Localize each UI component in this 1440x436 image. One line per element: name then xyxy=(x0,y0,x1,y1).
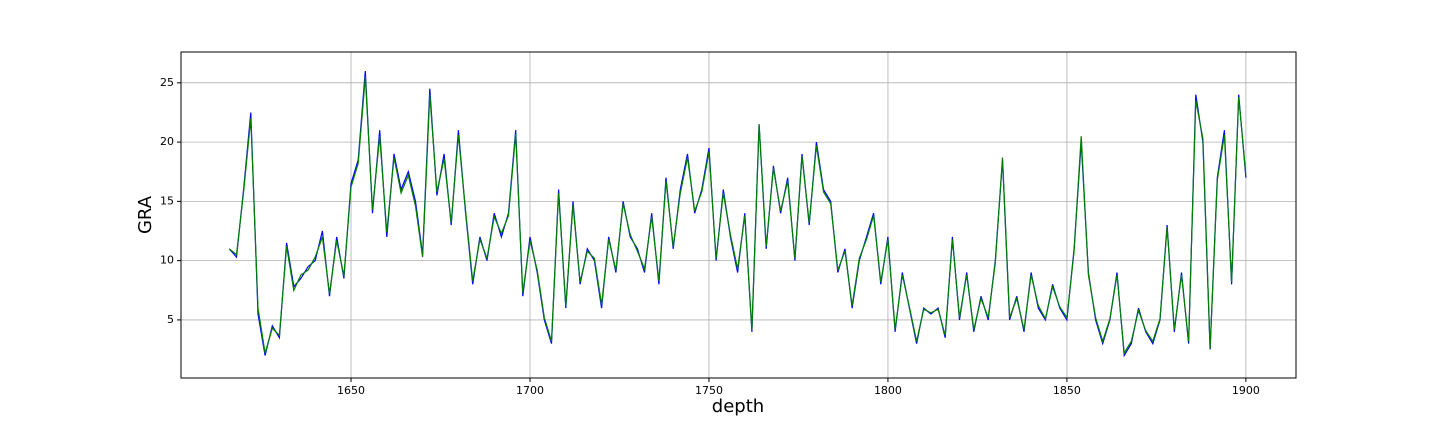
series-line xyxy=(228,70,1247,358)
x-tick-label: 1800 xyxy=(874,384,902,397)
y-tick-label: 20 xyxy=(160,135,174,148)
x-axis-label: depth xyxy=(712,396,764,417)
plot-frame xyxy=(180,51,1297,379)
x-tick-label: 1850 xyxy=(1053,384,1081,397)
y-axis-label: GRA xyxy=(135,195,156,234)
x-tick-label: 1650 xyxy=(337,384,365,397)
y-tick-label: 10 xyxy=(160,254,174,267)
x-tick-label: 1750 xyxy=(695,384,723,397)
series-line xyxy=(228,76,1247,355)
y-tick-label: 25 xyxy=(160,76,174,89)
y-tick-label: 15 xyxy=(160,194,174,207)
x-tick-label: 1700 xyxy=(516,384,544,397)
y-tick-label: 5 xyxy=(167,313,174,326)
x-tick-label: 1900 xyxy=(1232,384,1260,397)
